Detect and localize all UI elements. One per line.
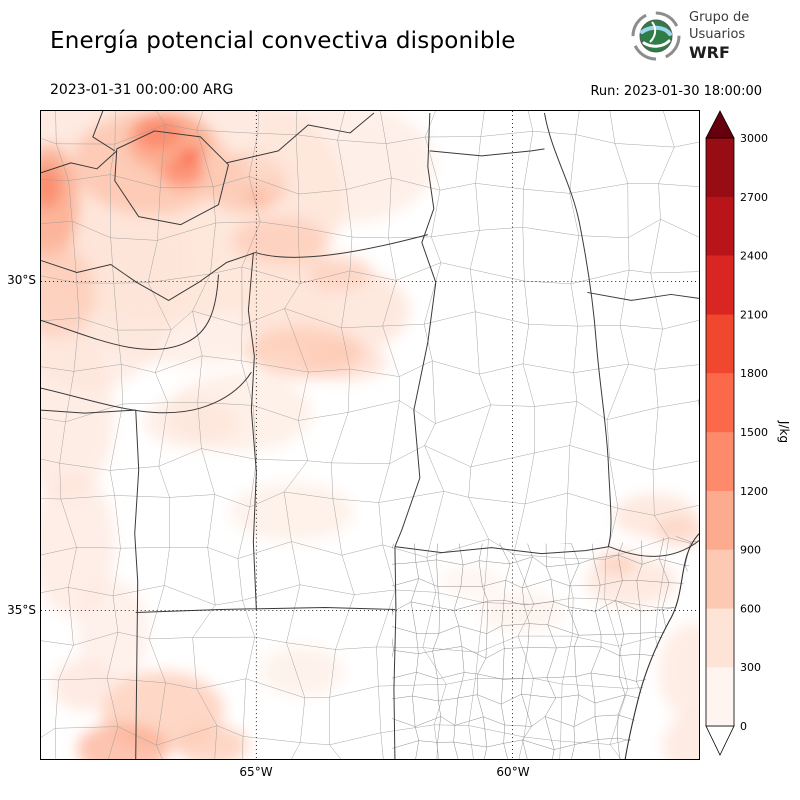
- colorbar: 0 300 600 900 1200 1500 1800 2100 2400 2…: [704, 108, 796, 768]
- province-borders: [41, 111, 699, 759]
- colorbar-tick-label: 1500: [740, 426, 768, 439]
- colorbar-tick-label: 600: [740, 602, 761, 615]
- colorbar-tick-label: 900: [740, 544, 761, 557]
- cape-shading-blob: [41, 330, 114, 500]
- colorbar-tick-label: 2400: [740, 250, 768, 263]
- colorbar-unit-label: J/kg: [777, 420, 791, 443]
- cape-shading-layer: [41, 111, 699, 759]
- colorbar-segment: [706, 608, 734, 668]
- cape-shading-blob: [178, 147, 203, 166]
- colorbar-segment: [706, 255, 734, 315]
- department-mesh-layer: [41, 111, 699, 759]
- colorbar-under-arrow: [705, 725, 735, 756]
- colorbar-segment: [706, 138, 734, 197]
- cape-shading-blob: [230, 481, 355, 542]
- department-mesh: [41, 111, 699, 759]
- cape-shading-blob: [76, 579, 149, 684]
- run-label: Run: 2023-01-30 18:00:00: [590, 84, 762, 99]
- cape-shading-blob: [41, 244, 95, 341]
- cape-shading-blob: [655, 516, 699, 547]
- cape-shading-blob: [176, 725, 249, 759]
- coastline: [624, 533, 699, 759]
- colorbar-segment: [706, 549, 734, 609]
- page-title: Energía potencial convectiva disponible: [50, 28, 516, 54]
- cape-shading-blob: [144, 396, 241, 448]
- colorbar-segment: [706, 667, 734, 727]
- lat-tick-30s: 30°S: [7, 273, 36, 287]
- cape-shading-blob: [659, 623, 699, 720]
- colorbar-tick-label: 0: [740, 720, 747, 733]
- cape-shading-blob: [52, 659, 113, 712]
- colorbar-tick-label: 300: [740, 661, 761, 674]
- cape-shading-blob: [76, 723, 169, 759]
- cape-shading-blob: [479, 591, 564, 632]
- cape-shading-blob: [303, 344, 387, 381]
- colorbar-segment: [706, 490, 734, 550]
- colorbar-tick-label: 1200: [740, 485, 768, 498]
- colorbar-segment: [706, 314, 734, 374]
- lat-tick-35s: 35°S: [7, 603, 36, 617]
- colorbar-tick-label: 3000: [740, 132, 768, 145]
- graticule-gridlines: [41, 111, 699, 759]
- colorbar-segment: [706, 432, 734, 491]
- colorbar-segment: [706, 373, 734, 433]
- colorbar-segment: [706, 196, 734, 256]
- colorbar-outline: [705, 137, 735, 727]
- lon-tick-65w: 65°W: [239, 765, 273, 779]
- cape-shading-blob: [134, 115, 183, 150]
- cape-shading-blob: [41, 164, 62, 209]
- colorbar-tick-label: 2100: [740, 308, 768, 321]
- cape-shading-blob: [439, 566, 504, 597]
- logo-line-2: Usuarios: [689, 27, 746, 43]
- cape-shading-blob: [41, 472, 115, 617]
- cape-shading-blob: [596, 550, 637, 575]
- colorbar-tick-label: 1800: [740, 367, 768, 380]
- colorbar-tick-label: 2700: [740, 191, 768, 204]
- logo-line-wrf: WRF: [689, 43, 730, 63]
- cape-shading-blob: [663, 713, 699, 759]
- logo-text: Grupo de Usuarios WRF: [689, 10, 749, 61]
- cape-shading-blob: [245, 111, 435, 225]
- cape-shading-blob: [308, 254, 372, 291]
- valid-time-label: 2023-01-31 00:00:00 ARG: [50, 82, 234, 98]
- cape-shading-blob: [260, 645, 345, 698]
- lon-tick-60w: 60°W: [496, 765, 530, 779]
- wrf-logo: Grupo de Usuarios WRF: [630, 10, 749, 62]
- logo-line-1: Grupo de: [689, 10, 750, 26]
- globe-icon: [631, 11, 681, 61]
- map-canvas: [40, 110, 700, 760]
- colorbar-over-arrow: [705, 110, 735, 139]
- map-area: [40, 110, 700, 760]
